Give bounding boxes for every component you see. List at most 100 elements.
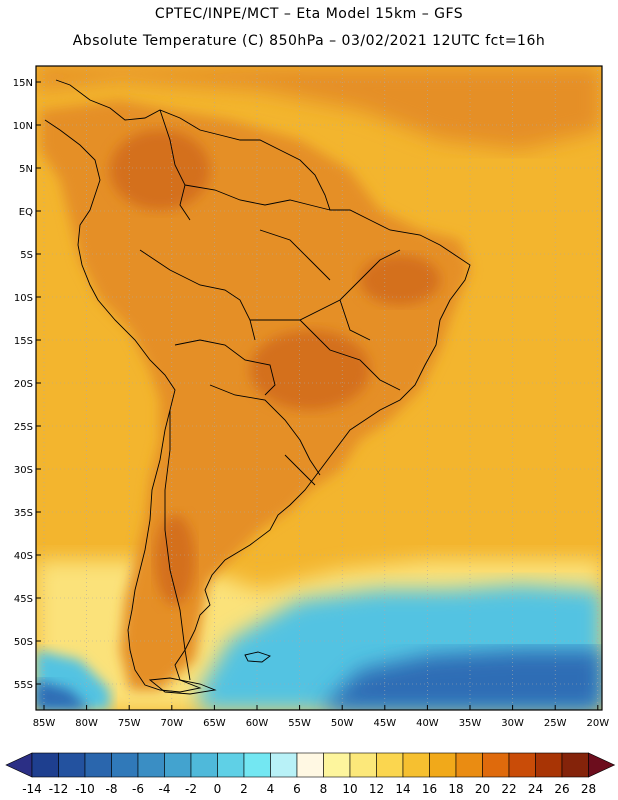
colorbar-label: 8 (320, 782, 328, 796)
border-brazil-states (250, 229, 401, 391)
colorbar-box (270, 752, 298, 778)
border-paraguay-argentina (209, 384, 321, 476)
map-title-line-2: Absolute Temperature (C) 850hPa – 03/02/… (72, 33, 546, 49)
lat-tick-label: 10N (13, 121, 33, 132)
border-bolivia (174, 339, 276, 396)
hot-core-patagonia (155, 515, 195, 605)
colorbar-label: -6 (132, 782, 144, 796)
continent-temperature-field (40, 100, 470, 690)
border-brazil-north (184, 184, 331, 211)
lat-tick-label: 30S (14, 465, 33, 476)
lat-tick-label: 35S (14, 508, 33, 519)
lon-tick-label: 85W (33, 718, 56, 729)
colorbar-box (455, 752, 483, 778)
colorbar-label: -2 (185, 782, 197, 796)
colorbar-label: -12 (49, 782, 69, 796)
lon-tick-label: 55W (288, 718, 311, 729)
lat-tick-label: 10S (14, 293, 33, 304)
colorbar-label: 22 (501, 782, 516, 796)
graticule (36, 66, 602, 710)
colorbar-box (84, 752, 112, 778)
lat-tick-label: 55S (14, 680, 33, 691)
lat-tick-label: 15N (13, 78, 33, 89)
map-title-line-1: CPTEC/INPE/MCT – Eta Model 15km – GFS (154, 6, 464, 22)
colorbar-over-arrow (588, 752, 616, 778)
border-chile-argentina (164, 410, 191, 681)
lat-tick-label: 40S (14, 551, 33, 562)
colorbar-box (323, 752, 351, 778)
colorbar-label: 18 (448, 782, 463, 796)
colorbar-label: -8 (106, 782, 118, 796)
lon-tick-label: 80W (75, 718, 98, 729)
country-borders (44, 79, 471, 695)
hot-core-central-brazil (250, 330, 370, 410)
colorbar-label: 6 (293, 782, 301, 796)
lat-tick-label: 15S (14, 336, 33, 347)
island-tierra-del-fuego (148, 677, 217, 695)
colorbar-box (31, 752, 59, 778)
colorbar-box (535, 752, 563, 778)
lon-tick-label: 60W (246, 718, 269, 729)
lat-tick-label: 20S (14, 379, 33, 390)
colorbar-label: 14 (395, 782, 410, 796)
lon-tick-label: 40W (416, 718, 439, 729)
colorbar-label: 4 (267, 782, 275, 796)
lat-tick-label: 45S (14, 594, 33, 605)
lon-tick-label: 35W (459, 718, 482, 729)
temperature-map: 15N 10N 5N EQ 5S 10S 15S 20S 25S 30S 35S 40S 45S 50S 5… (13, 65, 609, 729)
colorbar-label: -14 (22, 782, 42, 796)
coastline (44, 79, 471, 693)
latitude-axis: 15N 10N 5N EQ 5S 10S 15S 20S 25S 30S 35S 40S 45S 50S 5… (13, 78, 41, 691)
colorbar-box (164, 752, 192, 778)
hot-core-andes-north (110, 130, 210, 210)
lat-tick-label: 25S (14, 422, 33, 433)
lat-tick-label: 50S (14, 637, 33, 648)
island-falklands (244, 651, 271, 663)
colorbar-under-arrow (5, 752, 33, 778)
colorbar-label: -10 (75, 782, 95, 796)
colorbar-labels: -14 -12 -10 -8 -6 -4 -2 0 2 4 6 8 10 12 14 16 18 20 22 24 26… (22, 782, 596, 796)
colorbar-box (561, 752, 589, 778)
colorbar-box (508, 752, 536, 778)
colorbar-box (429, 752, 457, 778)
colorbar-boxes (5, 752, 616, 778)
colorbar-label: 26 (554, 782, 569, 796)
map-frame (35, 65, 603, 711)
colorbar-label: 2 (240, 782, 248, 796)
border-uruguay (284, 454, 316, 486)
colorbar-box (190, 752, 218, 778)
lat-tick-label: EQ (19, 207, 33, 218)
colorbar-box (482, 752, 510, 778)
colorbar-box (349, 752, 377, 778)
colorbar-box (58, 752, 86, 778)
colorbar-label: 20 (475, 782, 490, 796)
lat-tick-label: 5N (19, 164, 33, 175)
colorbar-label: 0 (214, 782, 222, 796)
lat-tick-label: 5S (20, 250, 33, 261)
colorbar-label: 24 (528, 782, 543, 796)
deep-cold-west-field (36, 680, 90, 710)
lon-tick-label: 20W (586, 718, 609, 729)
lon-tick-label: 50W (331, 718, 354, 729)
colorbar-label: -4 (159, 782, 171, 796)
border-colombia-venezuela (159, 109, 191, 221)
colorbar-box (376, 752, 404, 778)
colorbar-box (111, 752, 139, 778)
hot-core-northeast-brazil (360, 255, 440, 305)
longitude-axis: 85W 80W 75W 70W 65W 60W 55W 50W 45W 40W 35W 30W 25W 2… (33, 705, 609, 729)
field-layer (36, 66, 602, 710)
tropical-warm-field (36, 66, 602, 150)
colorbar-box (296, 752, 324, 778)
colorbar-box (402, 752, 430, 778)
colorbar-box (243, 752, 271, 778)
colorbar: -14 -12 -10 -8 -6 -4 -2 0 2 4 6 8 10 12 14 16 18 20 22 24 26… (5, 752, 616, 796)
colorbar-box (137, 752, 165, 778)
lon-tick-label: 45W (373, 718, 396, 729)
lon-tick-label: 70W (160, 718, 183, 729)
lon-tick-label: 25W (544, 718, 567, 729)
deep-cold-field (320, 650, 602, 710)
lon-tick-label: 65W (203, 718, 226, 729)
lon-tick-label: 30W (501, 718, 524, 729)
colorbar-label: 12 (369, 782, 384, 796)
colorbar-label: 28 (581, 782, 596, 796)
